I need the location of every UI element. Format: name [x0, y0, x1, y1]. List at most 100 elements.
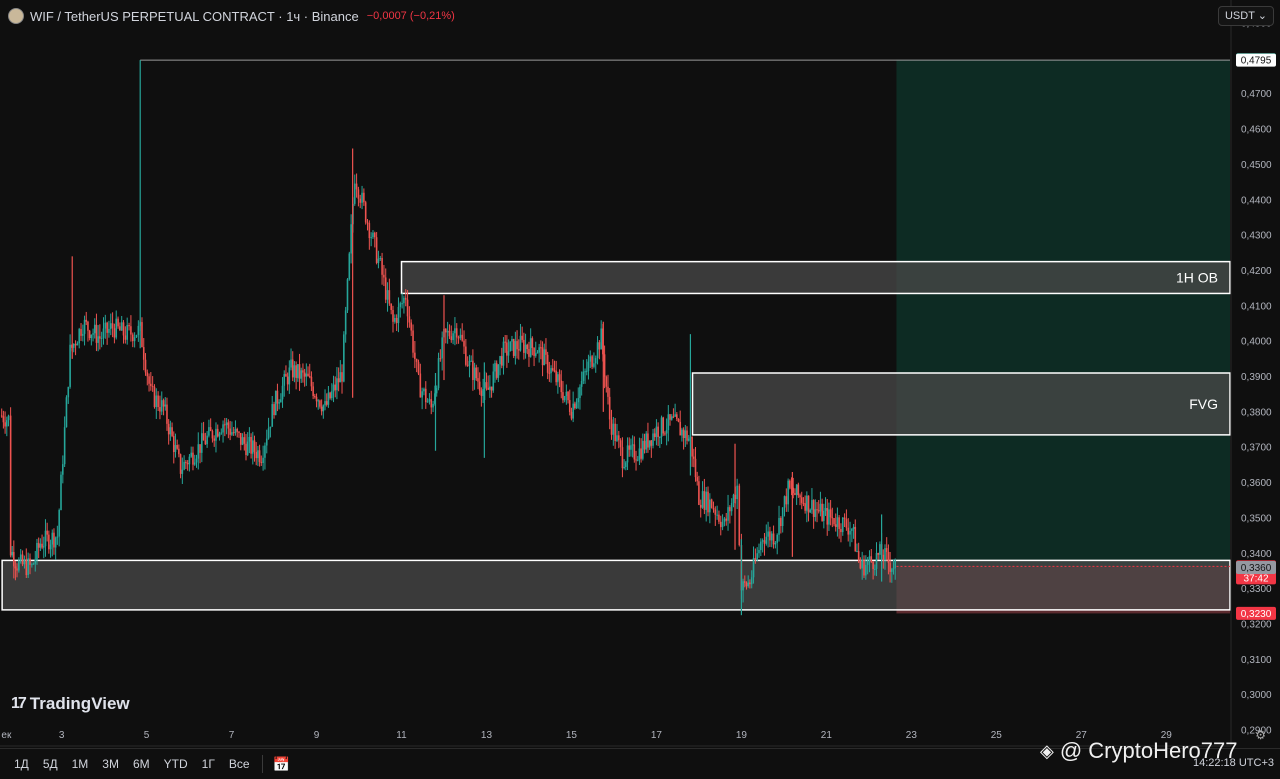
candle-body[interactable] [470, 360, 472, 362]
candle-body[interactable] [211, 431, 214, 439]
candle-body[interactable] [46, 530, 48, 535]
candle-body[interactable] [619, 440, 622, 448]
candle-body[interactable] [337, 378, 340, 383]
candle-body[interactable] [596, 342, 599, 359]
candle-body[interactable] [575, 402, 578, 409]
candle-body[interactable] [868, 556, 871, 562]
candle-body[interactable] [457, 337, 460, 339]
candle-body[interactable] [531, 338, 534, 348]
candle-body[interactable] [297, 364, 299, 378]
candle-body[interactable] [222, 424, 224, 433]
candle-body[interactable] [179, 454, 182, 474]
candle-body[interactable] [563, 396, 566, 401]
candle-body[interactable] [445, 328, 447, 333]
candle-body[interactable] [519, 335, 522, 351]
candle-body[interactable] [399, 303, 402, 307]
candle-body[interactable] [461, 334, 463, 341]
price-tag[interactable] [1236, 560, 1276, 574]
candle-body[interactable] [502, 341, 505, 366]
candle-body[interactable] [743, 581, 746, 583]
candle-body[interactable] [852, 526, 855, 530]
candle-body[interactable] [551, 368, 554, 371]
candle-body[interactable] [307, 373, 309, 377]
candle-body[interactable] [760, 541, 762, 551]
candle-body[interactable] [117, 318, 119, 327]
candle-body[interactable] [302, 370, 304, 373]
candle-body[interactable] [650, 440, 653, 446]
candle-body[interactable] [806, 495, 808, 511]
candle-body[interactable] [401, 303, 403, 305]
candle-body[interactable] [635, 459, 637, 461]
candle-body[interactable] [667, 414, 670, 431]
candle-body[interactable] [698, 481, 700, 505]
candle-body[interactable] [49, 544, 52, 550]
candle-body[interactable] [887, 551, 890, 563]
candle-body[interactable] [344, 310, 347, 335]
candle-body[interactable] [181, 469, 184, 474]
candle-body[interactable] [521, 335, 523, 340]
candle-body[interactable] [579, 386, 581, 399]
candle-body[interactable] [485, 382, 488, 388]
candle-body[interactable] [348, 253, 351, 280]
candle-body[interactable] [236, 428, 239, 432]
candle-body[interactable] [410, 322, 413, 331]
candle-body[interactable] [691, 436, 693, 457]
candle-body[interactable] [572, 403, 574, 419]
candle-body[interactable] [197, 444, 200, 459]
candle-body[interactable] [48, 534, 50, 550]
candle-body[interactable] [157, 395, 159, 408]
candle-body[interactable] [684, 430, 687, 438]
candle-body[interactable] [541, 347, 544, 366]
candle-body[interactable] [854, 526, 857, 552]
candle-body[interactable] [516, 341, 518, 350]
candle-body[interactable] [9, 415, 12, 556]
candle-body[interactable] [686, 430, 688, 441]
candle-body[interactable] [327, 392, 330, 405]
candle-body[interactable] [25, 559, 28, 576]
candle-body[interactable] [492, 371, 495, 391]
candle-body[interactable] [607, 386, 609, 397]
candle-body[interactable] [553, 370, 556, 372]
candle-body[interactable] [774, 542, 777, 545]
candle-body[interactable] [645, 433, 648, 450]
candle-body[interactable] [262, 457, 264, 464]
candle-body[interactable] [124, 335, 127, 340]
candle-body[interactable] [705, 491, 707, 510]
candle-body[interactable] [500, 356, 503, 366]
candle-body[interactable] [669, 414, 671, 420]
candle-body[interactable] [745, 582, 748, 587]
candle-body[interactable] [264, 445, 266, 458]
candle-body[interactable] [213, 438, 216, 441]
candle-body[interactable] [41, 543, 43, 548]
candle-body[interactable] [51, 532, 54, 545]
candle-body[interactable] [169, 427, 172, 435]
candle-body[interactable] [246, 441, 249, 456]
candle-body[interactable] [817, 510, 820, 512]
candle-body[interactable] [789, 480, 791, 488]
candle-body[interactable] [747, 582, 749, 587]
candle-body[interactable] [87, 321, 89, 331]
candle-body[interactable] [548, 372, 551, 374]
candle-body[interactable] [74, 343, 77, 346]
candle-body[interactable] [761, 540, 764, 542]
candle-body[interactable] [113, 328, 116, 338]
candle-body[interactable] [794, 493, 796, 495]
candle-body[interactable] [718, 514, 720, 522]
candle-body[interactable] [332, 384, 335, 392]
candle-body[interactable] [339, 372, 342, 383]
candle-body[interactable] [39, 543, 42, 548]
candle-body[interactable] [4, 422, 6, 427]
candle-body[interactable] [526, 344, 529, 350]
candle-body[interactable] [126, 325, 128, 340]
candle-body[interactable] [709, 499, 711, 513]
candle-body[interactable] [703, 491, 706, 510]
candle-body[interactable] [319, 400, 321, 407]
candle-body[interactable] [754, 558, 757, 561]
candle-body[interactable] [843, 517, 846, 520]
candle-body[interactable] [800, 497, 803, 503]
candle-body[interactable] [845, 519, 848, 528]
candle-body[interactable] [44, 530, 47, 547]
candle-body[interactable] [770, 533, 773, 541]
candle-body[interactable] [664, 433, 666, 435]
